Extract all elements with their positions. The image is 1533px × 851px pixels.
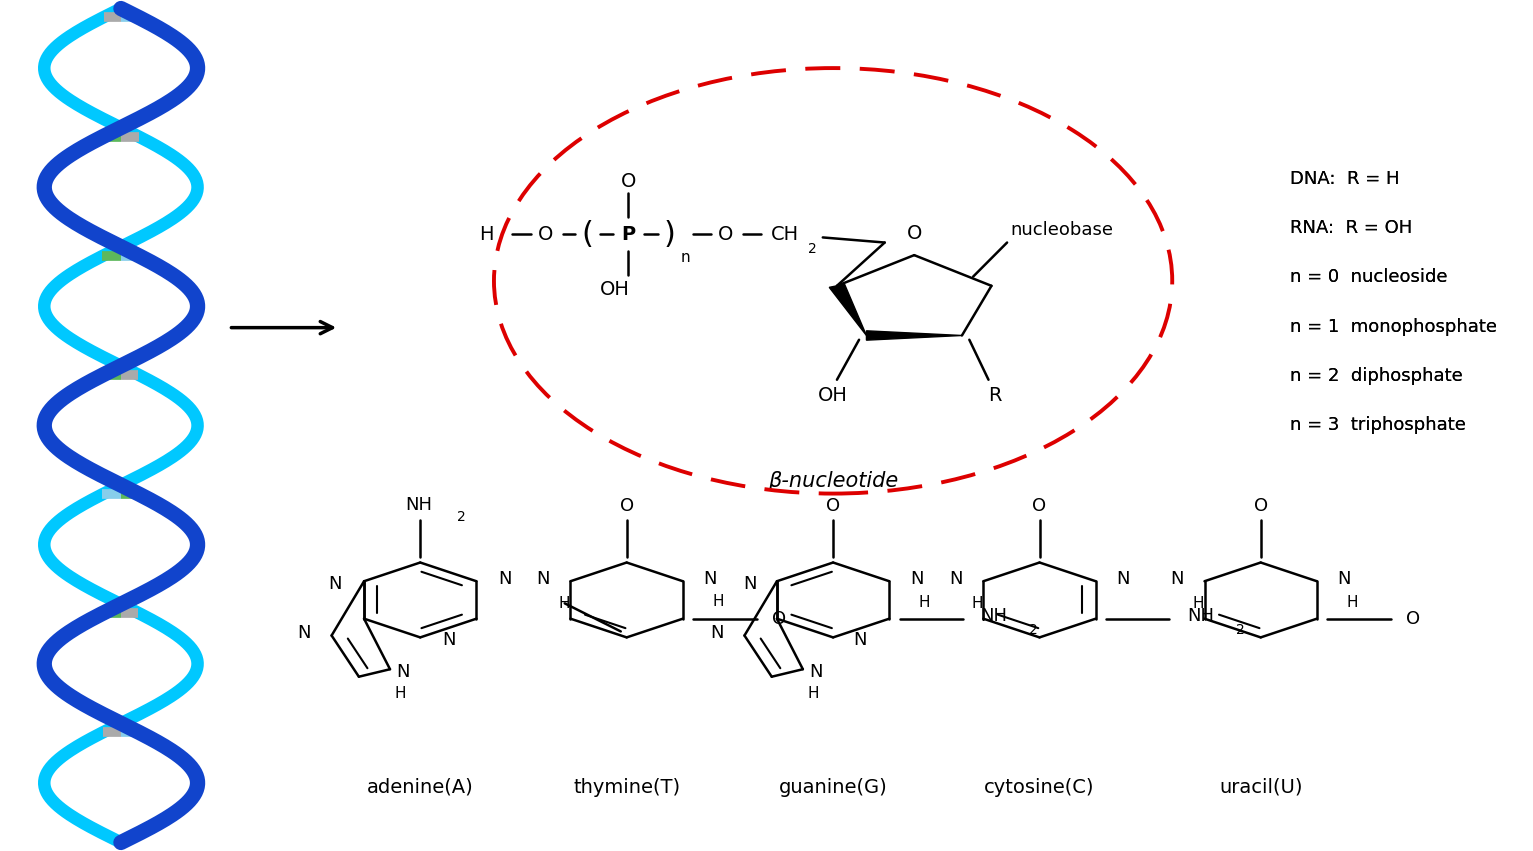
- Text: N: N: [328, 574, 342, 593]
- Text: O: O: [826, 497, 840, 516]
- Text: RNA:  R = OH: RNA: R = OH: [1291, 219, 1412, 237]
- Text: n = 2  diphosphate: n = 2 diphosphate: [1291, 367, 1462, 386]
- Text: guanine(G): guanine(G): [779, 778, 888, 797]
- Text: NH: NH: [405, 496, 432, 515]
- Text: n = 1  monophosphate: n = 1 monophosphate: [1291, 317, 1498, 336]
- Text: NH: NH: [1187, 607, 1214, 625]
- Text: adenine(A): adenine(A): [366, 778, 474, 797]
- Text: H: H: [1193, 596, 1205, 611]
- Text: O: O: [621, 172, 636, 191]
- Text: N: N: [704, 569, 717, 588]
- Text: n: n: [681, 250, 690, 266]
- Text: N: N: [710, 624, 724, 642]
- Text: n = 0  nucleoside: n = 0 nucleoside: [1291, 268, 1447, 287]
- Text: 2: 2: [1236, 623, 1245, 637]
- Text: OH: OH: [817, 386, 848, 404]
- Text: O: O: [619, 497, 633, 516]
- Text: DNA:  R = H: DNA: R = H: [1291, 169, 1400, 188]
- Text: β-nucleotide: β-nucleotide: [768, 471, 898, 491]
- Text: O: O: [1032, 497, 1047, 516]
- Text: O: O: [1254, 497, 1268, 516]
- Text: CH: CH: [771, 225, 799, 243]
- Text: R: R: [987, 386, 1001, 404]
- Text: OH: OH: [599, 280, 630, 299]
- Text: O: O: [906, 224, 921, 243]
- Text: O: O: [771, 609, 786, 628]
- Text: N: N: [1170, 569, 1183, 588]
- Text: N: N: [396, 663, 409, 681]
- Text: N: N: [1337, 569, 1351, 588]
- Text: N: N: [911, 569, 923, 588]
- Text: ): ): [664, 220, 676, 248]
- Text: DNA:  R = H: DNA: R = H: [1291, 169, 1400, 188]
- Text: N: N: [498, 569, 512, 588]
- Text: RNA:  R = OH: RNA: R = OH: [1291, 219, 1412, 237]
- Text: N: N: [809, 663, 822, 681]
- Text: P: P: [621, 225, 635, 243]
- Text: thymine(T): thymine(T): [573, 778, 681, 797]
- Text: N: N: [443, 631, 455, 649]
- Text: N: N: [537, 569, 550, 588]
- Text: NH: NH: [981, 607, 1007, 625]
- Text: H: H: [480, 225, 494, 243]
- Text: O: O: [717, 225, 733, 243]
- Text: cytosine(C): cytosine(C): [984, 778, 1095, 797]
- Text: nucleobase: nucleobase: [1010, 220, 1113, 239]
- Text: H: H: [918, 595, 931, 610]
- Polygon shape: [866, 331, 961, 340]
- Polygon shape: [829, 284, 866, 335]
- Text: n = 0  nucleoside: n = 0 nucleoside: [1291, 268, 1447, 287]
- Text: N: N: [744, 574, 756, 593]
- Text: H: H: [560, 596, 570, 611]
- Text: H: H: [808, 686, 819, 700]
- Text: O: O: [538, 225, 553, 243]
- Text: H: H: [1346, 595, 1358, 610]
- Text: N: N: [854, 631, 868, 649]
- Text: n = 3  triphosphate: n = 3 triphosphate: [1291, 416, 1466, 435]
- Text: uracil(U): uracil(U): [1219, 778, 1303, 797]
- Text: O: O: [1406, 609, 1420, 628]
- Text: H: H: [713, 594, 724, 609]
- Text: H: H: [394, 686, 406, 700]
- Text: 2: 2: [808, 243, 817, 256]
- Text: 2: 2: [457, 510, 466, 523]
- Text: H: H: [972, 596, 983, 611]
- Text: n = 3  triphosphate: n = 3 triphosphate: [1291, 416, 1466, 435]
- Text: (: (: [581, 220, 593, 248]
- Text: N: N: [949, 569, 963, 588]
- Text: n = 2  diphosphate: n = 2 diphosphate: [1291, 367, 1462, 386]
- Text: N: N: [1116, 569, 1130, 588]
- Text: N: N: [297, 624, 311, 642]
- Text: 2: 2: [1030, 623, 1038, 637]
- Text: n = 1  monophosphate: n = 1 monophosphate: [1291, 317, 1498, 336]
